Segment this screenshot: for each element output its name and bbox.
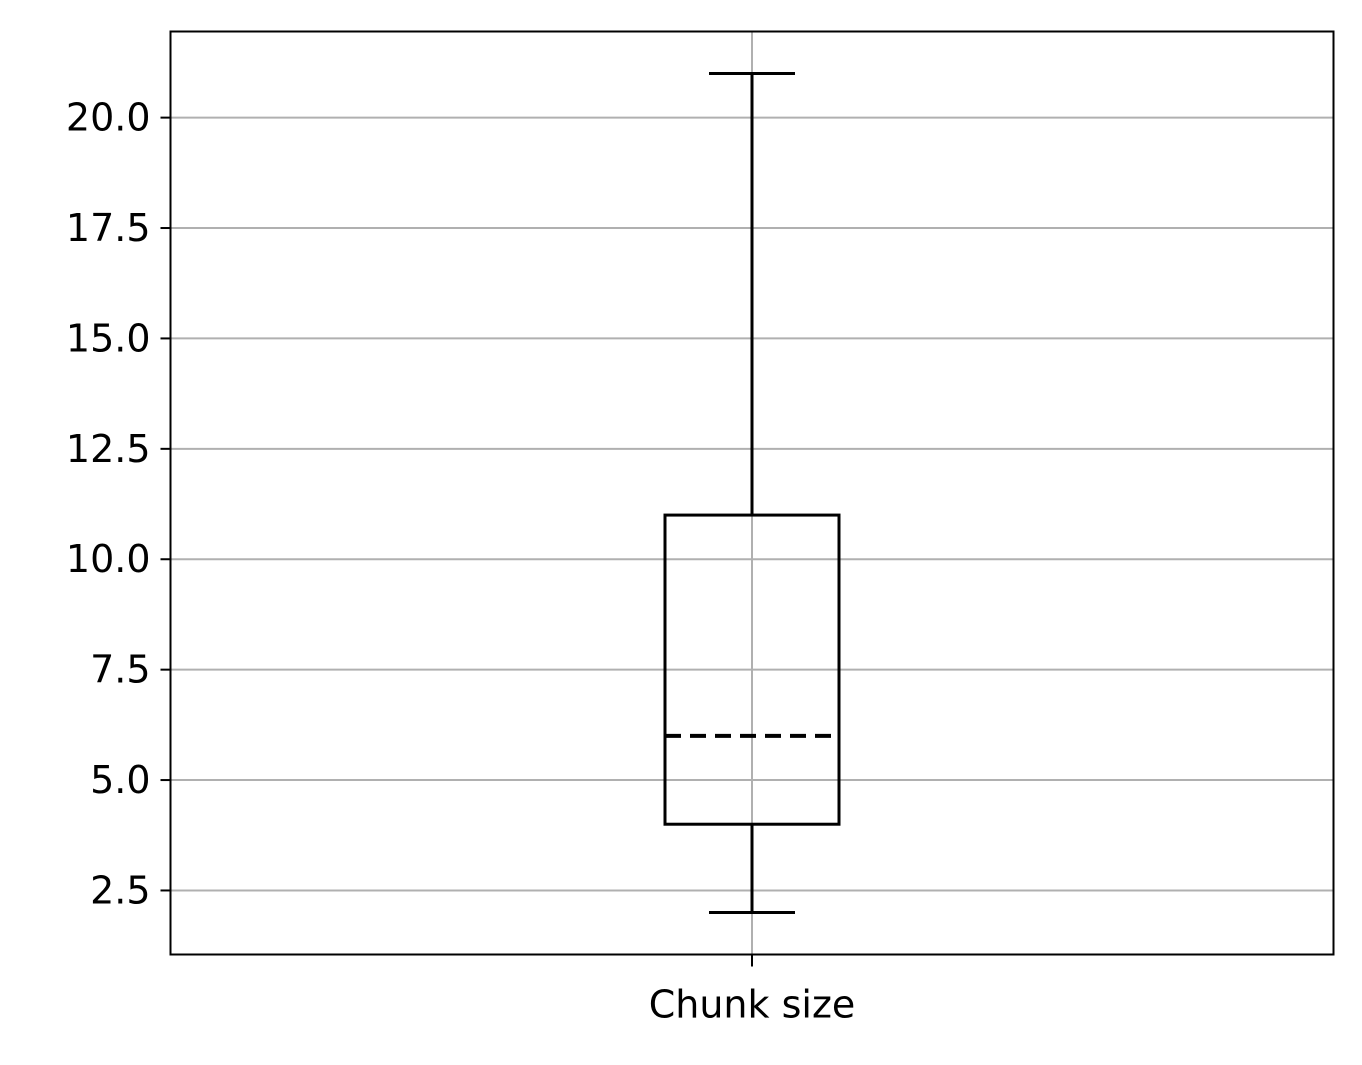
interquartile-box [663, 513, 841, 826]
box-plot-series [663, 71, 841, 915]
x-axis: Chunk size [649, 954, 856, 1027]
y-tick-label: 5.0 [90, 758, 150, 802]
y-tick-label: 10.0 [66, 537, 151, 581]
y-tick-label: 17.5 [66, 206, 151, 250]
y-tick-label: 12.5 [66, 427, 151, 471]
x-category-label: Chunk size [649, 983, 856, 1027]
y-tick-label: 20.0 [66, 96, 151, 140]
y-tick-label: 7.5 [90, 648, 150, 692]
y-tick-label: 2.5 [90, 868, 150, 912]
y-axis: 2.5 5.0 7.5 10.0 12.5 15.0 17.5 20.0 [66, 96, 171, 912]
y-tick-label: 15.0 [66, 316, 151, 360]
